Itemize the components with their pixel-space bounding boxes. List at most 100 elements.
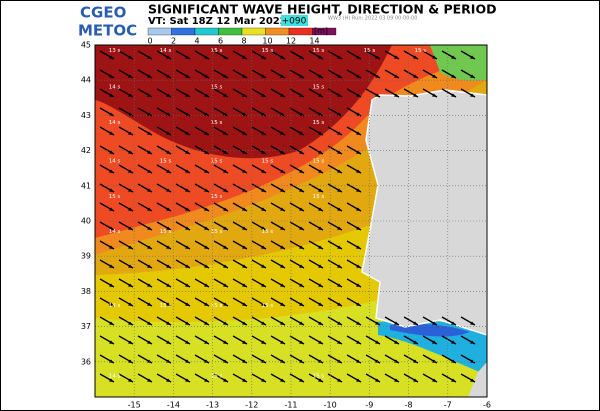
- wave-arrow-head: [185, 245, 190, 249]
- wave-arrow-head: [413, 378, 418, 382]
- wave-arrow-head: [337, 283, 342, 287]
- wave-arrow-head: [223, 283, 228, 287]
- period-label: 15 s: [364, 48, 376, 54]
- wave-arrow-head: [451, 378, 456, 382]
- wave-arrow-head: [318, 131, 323, 135]
- period-label: 14 s: [160, 48, 172, 54]
- period-label: 15 s: [313, 373, 325, 379]
- wave-arrow-head: [261, 359, 266, 363]
- period-label: 14 s: [109, 229, 121, 235]
- wave-arrow-head: [204, 302, 209, 306]
- wave-arrow-head: [451, 359, 456, 363]
- period-label: 15 s: [160, 303, 172, 309]
- lon-tick-label: -9: [365, 401, 373, 410]
- wave-arrow-head: [204, 74, 209, 78]
- wave-arrow-head: [128, 131, 133, 135]
- wave-arrow-head: [299, 378, 304, 382]
- wave-arrow-head: [318, 112, 323, 116]
- wave-arrow-head: [261, 264, 266, 268]
- wave-arrow-head: [166, 226, 171, 230]
- period-label: 15 s: [211, 229, 223, 235]
- lon-tick-label: -10: [324, 401, 337, 410]
- wave-arrow-head: [261, 378, 266, 382]
- wave-arrow-head: [109, 93, 114, 97]
- wave-arrow-head: [470, 340, 475, 344]
- period-label: 15 s: [313, 48, 325, 54]
- logo-top: CGEO: [80, 4, 126, 22]
- wave-arrow-head: [204, 283, 209, 287]
- wave-arrow-head: [147, 283, 152, 287]
- wave-arrow-head: [318, 188, 323, 192]
- wave-arrow-head: [356, 93, 361, 97]
- wave-arrow-head: [128, 188, 133, 192]
- wave-arrow-head: [166, 188, 171, 192]
- wave-arrow-head: [375, 359, 380, 363]
- wave-arrow-head: [109, 264, 114, 268]
- wave-arrow-head: [337, 226, 342, 230]
- wave-arrow-head: [413, 340, 418, 344]
- wave-arrow-head: [356, 226, 361, 230]
- wave-arrow-head: [318, 226, 323, 230]
- wave-arrow-head: [185, 93, 190, 97]
- colorbar-swatch: [218, 27, 243, 36]
- wave-arrow-head: [128, 378, 133, 382]
- wave-arrow-head: [223, 245, 228, 249]
- wave-arrow-head: [147, 169, 152, 173]
- wave-arrow-head: [470, 378, 475, 382]
- wave-arrow-head: [185, 321, 190, 325]
- wave-arrow-head: [356, 207, 361, 211]
- logo-bottom: METOC: [78, 22, 137, 40]
- wave-arrow-head: [280, 207, 285, 211]
- wave-arrow-head: [147, 302, 152, 306]
- wave-arrow-head: [166, 93, 171, 97]
- wave-arrow-head: [356, 340, 361, 344]
- wave-arrow-head: [432, 74, 437, 78]
- wave-arrow-head: [147, 74, 152, 78]
- period-label: 15 s: [160, 159, 172, 165]
- wave-arrow-head: [185, 131, 190, 135]
- wave-arrow-head: [413, 321, 418, 325]
- wave-arrow-head: [147, 93, 152, 97]
- wave-arrow-head: [356, 131, 361, 135]
- wave-arrow-head: [166, 378, 171, 382]
- wave-arrow-head: [356, 55, 361, 59]
- wave-arrow-head: [204, 359, 209, 363]
- wave-arrow-head: [337, 93, 342, 97]
- wave-arrow-head: [261, 150, 266, 154]
- colorbar-swatch: [288, 27, 313, 36]
- wave-arrow-head: [280, 169, 285, 173]
- wave-arrow-head: [413, 74, 418, 78]
- wave-arrow-head: [223, 207, 228, 211]
- colorbar-swatch: [194, 27, 219, 36]
- map-frame: [94, 44, 488, 398]
- wave-arrow-head: [147, 245, 152, 249]
- wave-arrow-head: [223, 188, 228, 192]
- colorbar-label: 2: [171, 37, 176, 46]
- wave-arrow-head: [394, 321, 399, 325]
- wave-arrow-head: [223, 378, 228, 382]
- wave-arrow-head: [337, 340, 342, 344]
- lat-tick-label: 37: [81, 322, 91, 331]
- wave-arrow-head: [242, 264, 247, 268]
- wave-arrow-head: [128, 245, 133, 249]
- wave-arrow-head: [451, 93, 456, 97]
- period-label: 14 s: [109, 120, 121, 126]
- wave-field: 13 s 14 s 15 s 15 s 15 s 15 s 15 s 14 s 15 s 15 s…: [95, 45, 487, 397]
- wave-arrow-head: [128, 55, 133, 59]
- wave-arrow-head: [299, 150, 304, 154]
- wave-arrow-head: [261, 112, 266, 116]
- wave-arrow-head: [375, 74, 380, 78]
- wave-arrow-head: [356, 169, 361, 173]
- wave-arrow-head: [261, 340, 266, 344]
- wave-arrow-head: [356, 378, 361, 382]
- wave-arrow-head: [318, 321, 323, 325]
- wave-arrow-head: [261, 188, 266, 192]
- wave-arrow-head: [375, 93, 380, 97]
- wave-arrow-head: [299, 302, 304, 306]
- wave-arrow-head: [261, 302, 266, 306]
- wave-arrow-head: [394, 93, 399, 97]
- wave-arrow-head: [394, 340, 399, 344]
- wave-arrow-head: [394, 55, 399, 59]
- period-label: 15 s: [313, 120, 325, 126]
- wave-arrow-head: [242, 302, 247, 306]
